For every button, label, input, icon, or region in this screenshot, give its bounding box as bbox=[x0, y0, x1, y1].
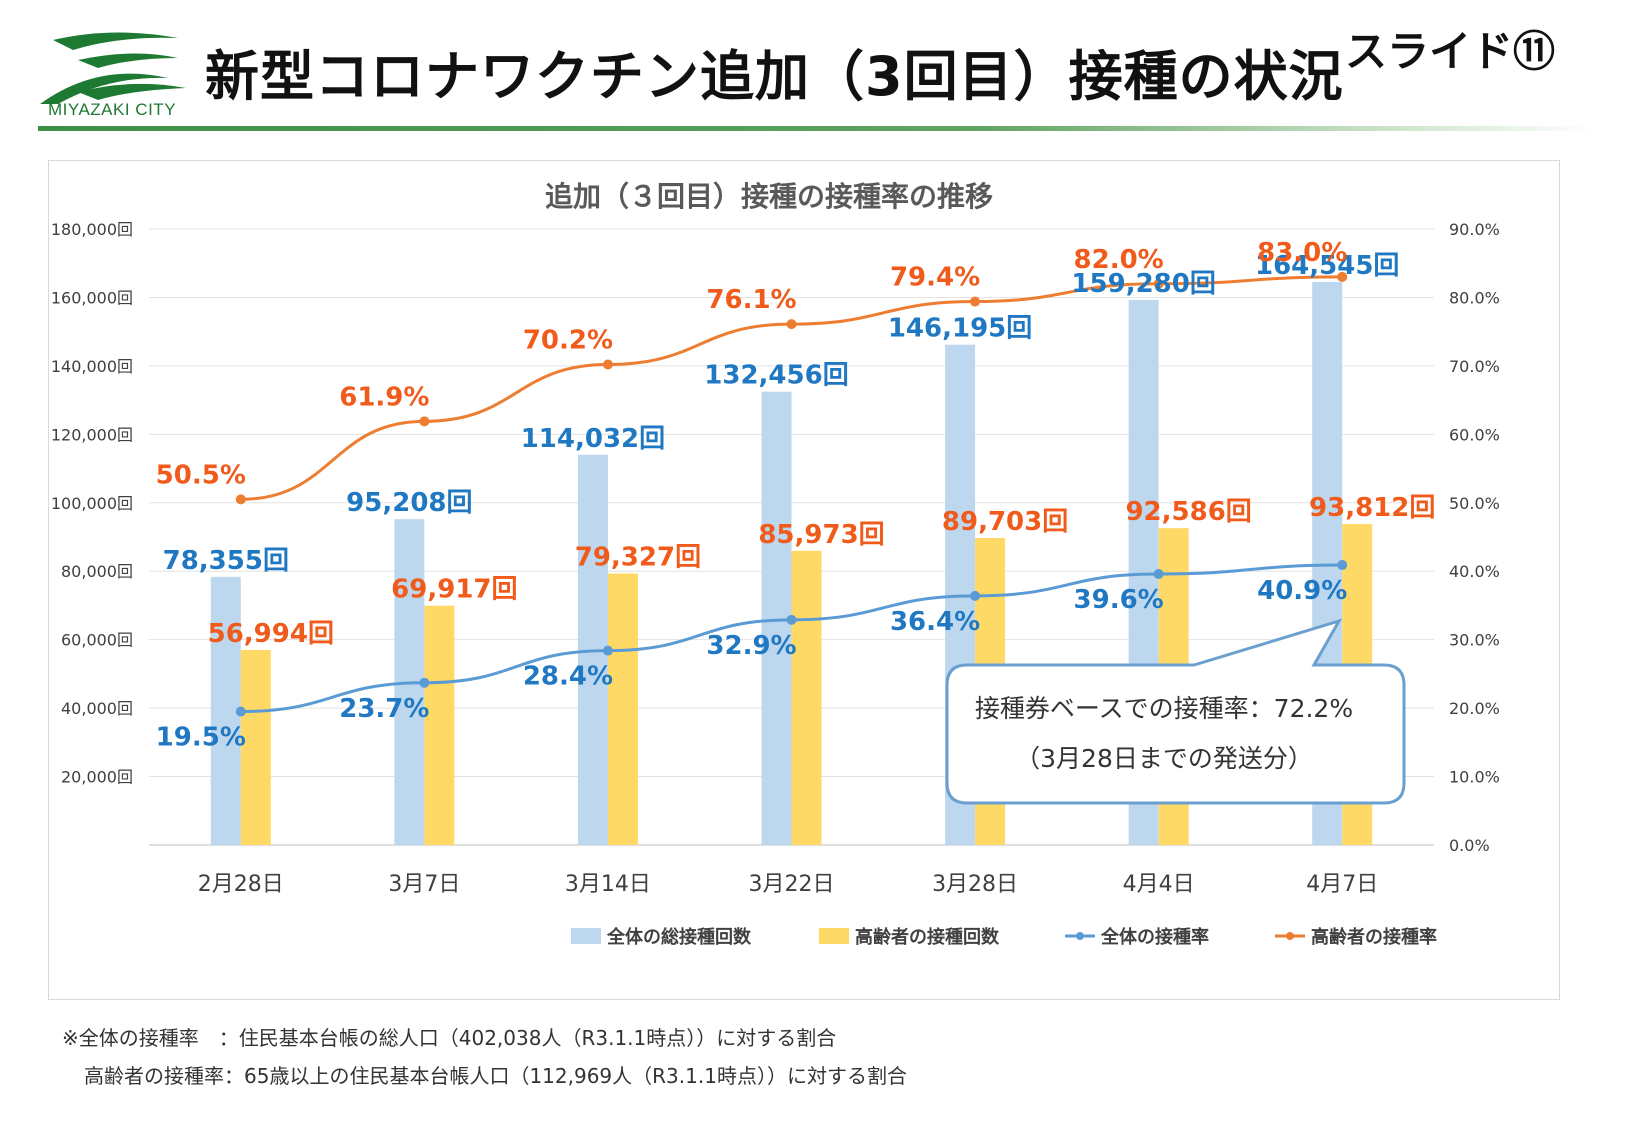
data-label-elderly-rate: 61.9% bbox=[339, 382, 429, 412]
data-label-total-doses: 159,280回 bbox=[1071, 269, 1215, 299]
x-axis-tick-label: 3月7日 bbox=[388, 872, 460, 897]
data-label-elderly-rate: 76.1% bbox=[706, 285, 796, 315]
left-axis-tick-label: 20,000回 bbox=[61, 768, 133, 787]
data-label-total-doses: 78,355回 bbox=[163, 546, 289, 576]
data-label-total-rate: 32.9% bbox=[706, 631, 796, 661]
data-label-elderly-rate: 82.0% bbox=[1074, 245, 1164, 275]
chart-title: 追加（３回目）接種の接種率の推移 bbox=[545, 180, 993, 213]
right-axis-tick-label: 10.0% bbox=[1449, 768, 1500, 787]
data-label-total-doses: 146,195回 bbox=[888, 314, 1032, 344]
data-label-elderly-rate: 79.4% bbox=[890, 263, 980, 293]
right-axis-tick-label: 40.0% bbox=[1449, 562, 1500, 581]
x-axis-tick-label: 3月22日 bbox=[749, 872, 835, 897]
left-axis-tick-label: 140,000回 bbox=[51, 357, 133, 376]
data-label-elderly-rate: 70.2% bbox=[523, 326, 613, 356]
right-axis-tick-label: 0.0% bbox=[1449, 836, 1490, 855]
point-total-rate bbox=[786, 614, 797, 625]
data-label-elderly-doses: 85,973回 bbox=[758, 520, 884, 550]
x-axis-tick-label: 2月28日 bbox=[198, 872, 284, 897]
logo-text: MIYAZAKI CITY bbox=[48, 100, 177, 119]
right-axis-tick-label: 60.0% bbox=[1449, 425, 1500, 444]
callout-box bbox=[945, 618, 1406, 805]
point-total-rate bbox=[1337, 560, 1348, 571]
data-label-elderly-rate: 83.0% bbox=[1257, 238, 1347, 268]
bar-elderly-doses bbox=[424, 605, 455, 845]
legend-marker bbox=[1076, 932, 1084, 940]
vaccination-rate-chart: 78,355回 95,208回 114,032回 132,456回 146,195回 15… bbox=[51, 180, 1500, 948]
callout-line-2: （3月28日までの発送分） bbox=[1015, 744, 1313, 773]
legend-label: 全体の総接種回数 bbox=[606, 926, 752, 948]
x-axis-tick-label: 3月14日 bbox=[565, 872, 651, 897]
left-axis-tick-label: 100,000回 bbox=[51, 494, 133, 513]
point-elderly-rate bbox=[1153, 278, 1164, 289]
data-label-elderly-doses: 69,917回 bbox=[391, 575, 517, 605]
right-axis-tick-label: 80.0% bbox=[1449, 288, 1500, 307]
data-label-elderly-doses: 92,586回 bbox=[1125, 497, 1251, 527]
left-axis-tick-label: 160,000回 bbox=[51, 288, 133, 307]
miyazaki-city-logo-icon bbox=[40, 32, 186, 104]
data-label-elderly-doses: 89,703回 bbox=[942, 507, 1068, 537]
chart-frame: 78,355回 95,208回 114,032回 132,456回 146,195回 15… bbox=[48, 160, 1560, 1000]
data-label-total-rate: 36.4% bbox=[890, 607, 980, 637]
legend-label: 高齢者の接種回数 bbox=[855, 926, 1000, 948]
point-total-rate bbox=[1153, 568, 1164, 579]
x-axis-tick-label: 4月4日 bbox=[1123, 872, 1195, 897]
data-label-total-doses: 164,545回 bbox=[1255, 251, 1399, 281]
legend-marker bbox=[1286, 932, 1294, 940]
point-elderly-rate bbox=[235, 494, 246, 505]
point-total-rate bbox=[970, 590, 981, 601]
point-elderly-rate bbox=[1337, 271, 1348, 282]
legend-swatch bbox=[571, 928, 601, 944]
point-elderly-rate bbox=[419, 416, 430, 427]
slide-title: 新型コロナワクチン追加（3回目）接種の状況 bbox=[205, 45, 1344, 108]
point-total-rate bbox=[235, 706, 246, 717]
point-elderly-rate bbox=[786, 319, 797, 330]
x-axis-tick-label: 3月28日 bbox=[932, 872, 1018, 897]
right-axis-tick-label: 90.0% bbox=[1449, 220, 1500, 239]
left-axis-tick-label: 60,000回 bbox=[61, 631, 133, 650]
right-axis-tick-label: 20.0% bbox=[1449, 699, 1500, 718]
x-axis-tick-label: 4月7日 bbox=[1306, 872, 1378, 897]
left-axis-tick-label: 80,000回 bbox=[61, 562, 133, 581]
point-total-rate bbox=[419, 677, 430, 688]
left-axis-tick-label: 40,000回 bbox=[61, 699, 133, 718]
data-label-elderly-doses: 79,327回 bbox=[575, 543, 701, 573]
bar-elderly-doses bbox=[791, 550, 822, 845]
data-label-total-rate: 23.7% bbox=[339, 694, 429, 724]
point-total-rate bbox=[602, 645, 613, 656]
legend-swatch bbox=[819, 928, 849, 944]
footnote-total-rate: ※全体の接種率 ：住民基本台帳の総人口（402,038人（R3.1.1時点））に… bbox=[62, 1026, 837, 1050]
data-label-total-rate: 28.4% bbox=[523, 662, 613, 692]
line-elderly-rate bbox=[240, 275, 1343, 501]
data-label-elderly-doses: 56,994回 bbox=[208, 619, 334, 649]
footnote-elderly-rate: 高齢者の接種率：65歳以上の住民基本台帳人口（112,969人（R3.1.1時点… bbox=[84, 1064, 907, 1088]
callout-line-1: 接種券ベースでの接種率：72.2% bbox=[974, 694, 1354, 723]
data-label-total-rate: 40.9% bbox=[1257, 576, 1347, 606]
data-label-total-doses: 114,032回 bbox=[521, 424, 665, 454]
data-label-total-doses: 95,208回 bbox=[346, 488, 472, 518]
legend-label: 高齢者の接種率 bbox=[1311, 926, 1437, 948]
bar-elderly-doses bbox=[607, 573, 638, 845]
slide-number: スライド⑪ bbox=[1344, 27, 1555, 76]
legend-label: 全体の接種率 bbox=[1100, 926, 1209, 948]
bar-elderly-doses bbox=[240, 649, 271, 845]
bar-total-doses bbox=[210, 576, 241, 845]
data-label-total-rate: 19.5% bbox=[156, 723, 246, 753]
left-axis-tick-label: 120,000回 bbox=[51, 425, 133, 444]
right-axis-tick-label: 50.0% bbox=[1449, 494, 1500, 513]
data-label-total-rate: 39.6% bbox=[1074, 585, 1164, 615]
point-elderly-rate bbox=[970, 296, 981, 307]
right-axis-tick-label: 30.0% bbox=[1449, 631, 1500, 650]
right-axis-tick-label: 70.0% bbox=[1449, 357, 1500, 376]
left-axis-tick-label: 180,000回 bbox=[51, 220, 133, 239]
point-elderly-rate bbox=[602, 359, 613, 370]
data-label-elderly-rate: 50.5% bbox=[156, 460, 246, 490]
data-label-elderly-doses: 93,812回 bbox=[1309, 493, 1435, 523]
data-label-total-doses: 132,456回 bbox=[704, 361, 848, 391]
slide-header: MIYAZAKI CITY 新型コロナワクチン追加（3回目）接種の状況 スライド… bbox=[0, 0, 1625, 140]
header-divider bbox=[38, 126, 1598, 131]
